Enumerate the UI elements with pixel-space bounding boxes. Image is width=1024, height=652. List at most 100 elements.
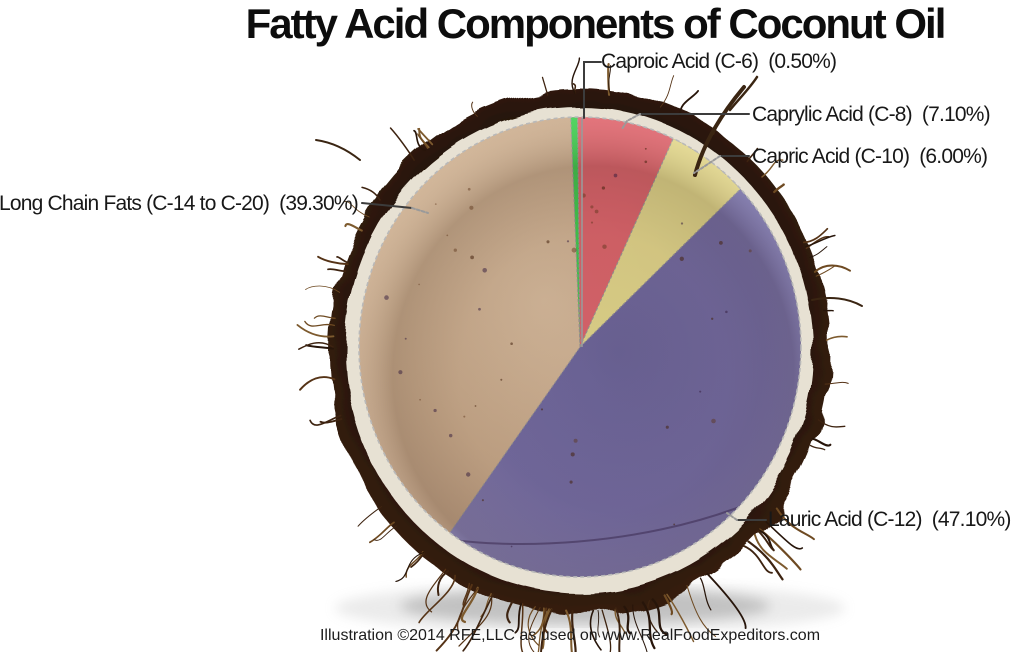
husk-fiber — [305, 285, 341, 293]
husk-fiber — [520, 603, 524, 652]
husk-fiber — [753, 533, 788, 570]
flesh-speckle — [644, 160, 648, 164]
flesh-shading — [359, 117, 801, 577]
flesh-speckle — [571, 247, 577, 253]
flesh-speckle — [478, 307, 481, 311]
flesh-speckle — [540, 408, 544, 411]
callout-label-lauric: Lauric Acid (C-12) (47.10%) — [768, 508, 1011, 531]
husk-fiber — [528, 607, 541, 652]
husk-fiber — [462, 582, 470, 606]
husk-twigs — [315, 75, 863, 307]
flesh-speckle — [594, 209, 599, 214]
husk-fiber — [357, 505, 383, 527]
husk-fiber — [435, 583, 473, 652]
husk-fiber — [802, 227, 829, 244]
husk-fiber — [773, 183, 785, 194]
flesh-speckle — [466, 472, 471, 477]
callout-label-caproic: Caproic Acid (C-6) (0.50%) — [601, 50, 837, 73]
flesh-speckle — [418, 283, 420, 286]
husk-fiber — [298, 341, 334, 350]
husk-fiber — [296, 324, 335, 338]
husk-fiber — [614, 607, 621, 652]
leader-lines — [361, 61, 767, 521]
flesh-speckle — [463, 415, 466, 418]
flesh-speckle — [699, 390, 702, 393]
husk-fiber — [632, 604, 648, 652]
husk-fiber — [607, 62, 611, 96]
leader-caproic — [583, 61, 602, 119]
flesh-speckle — [448, 433, 453, 438]
husk-fiber — [336, 256, 349, 264]
copyright-caption: Illustration ©2014 RFE,LLC as used on ww… — [319, 627, 821, 644]
flesh-speckle — [566, 240, 570, 243]
husk-fiber — [813, 264, 852, 273]
husk-fibers — [296, 57, 852, 652]
husk-fiber — [319, 418, 343, 424]
husk-fiber — [699, 577, 712, 611]
husk-fiber — [804, 234, 836, 248]
husk-fiber — [541, 76, 549, 96]
husk-fiber — [413, 129, 426, 152]
flesh-speckle — [602, 244, 607, 249]
flesh-speckle — [469, 205, 474, 210]
husk-fiber — [527, 606, 540, 647]
husk-fiber — [571, 609, 577, 652]
husk-fiber — [313, 315, 336, 319]
husk-fiber — [679, 89, 700, 117]
leader-longchain — [361, 202, 413, 209]
flesh-speckle — [446, 234, 449, 237]
flesh-speckle — [398, 370, 403, 375]
husk-fiber — [571, 57, 581, 94]
flesh-speckle — [590, 221, 594, 224]
husk-fiber — [589, 609, 602, 651]
husk-fiber — [309, 414, 342, 426]
leader-capric-dash — [693, 155, 721, 174]
flesh-speckle — [601, 186, 606, 190]
flesh-speckle — [711, 317, 714, 320]
husk-fiber — [775, 507, 815, 541]
husk-fiber — [747, 540, 784, 581]
leader-lauric-dash — [726, 512, 738, 521]
leader-longchain-dash — [411, 207, 429, 214]
leader-caprylic-dash — [621, 113, 641, 130]
husk-fiber — [746, 147, 759, 163]
husk-fiber — [641, 601, 656, 650]
flesh-speckle — [433, 408, 437, 413]
flesh-speckle — [481, 499, 484, 502]
husk-fiber — [809, 444, 826, 451]
flesh-speckle — [546, 240, 550, 244]
husk-fiber — [811, 437, 832, 447]
flesh-speckle — [665, 425, 669, 429]
flesh-speckle — [725, 310, 728, 314]
flesh-speckle — [590, 205, 594, 209]
flesh-speckle — [434, 203, 437, 205]
husk-fiber — [824, 381, 849, 385]
husk-fiber — [418, 574, 456, 624]
husk-fiber — [514, 602, 523, 634]
husk-fiber — [601, 609, 612, 652]
husk-fiber — [805, 235, 830, 250]
pie-selection-outline — [358, 116, 802, 578]
husk-fiber — [417, 128, 434, 146]
husk-fiber — [540, 608, 553, 652]
callout-label-capric: Capric Acid (C-10) (6.00%) — [752, 145, 988, 168]
husk-fiber — [597, 609, 601, 638]
husk-fiber — [410, 552, 425, 568]
husk-fiber — [425, 568, 447, 613]
chart-title: Fatty Acid Components of Coconut Oil — [245, 0, 947, 47]
flesh-speckle — [467, 187, 471, 191]
husk-fiber — [373, 525, 398, 541]
husk-fiber — [471, 101, 478, 117]
husk-fiber — [395, 551, 425, 582]
flesh-speckle — [569, 480, 573, 484]
flesh-speckle — [510, 545, 513, 548]
flesh-speckle — [470, 255, 474, 260]
flesh-speckle — [510, 342, 513, 346]
flesh-speckle — [419, 398, 421, 401]
callout-label-long-chain-fats: Long Chain Fats (C-14 to C-20) (39.30%) — [0, 192, 359, 215]
flesh-speckle — [673, 523, 676, 526]
husk-fiber — [663, 594, 674, 616]
flesh-speckle — [453, 248, 457, 252]
